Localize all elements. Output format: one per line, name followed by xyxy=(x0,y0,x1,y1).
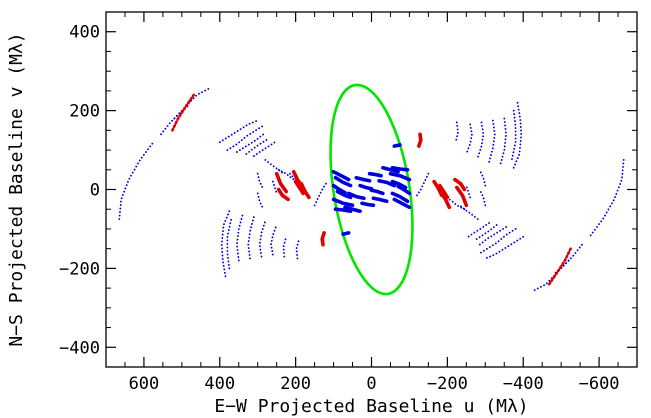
solid-track-1-23 xyxy=(341,231,351,236)
solid-track-1-20 xyxy=(377,179,397,188)
y-tick-label: −400 xyxy=(59,338,100,358)
y-tick-label: 200 xyxy=(69,102,100,122)
solid-track-3-10 xyxy=(320,231,326,247)
x-tick-label: 600 xyxy=(129,374,160,394)
x-tick-label: −400 xyxy=(503,374,544,394)
solid-track-1-7 xyxy=(354,175,372,183)
solid-track-1-6 xyxy=(333,207,353,213)
dotted-track-2-0 xyxy=(171,91,197,132)
x-tick-label: −200 xyxy=(427,374,468,394)
dotted-track-0-39 xyxy=(454,121,459,144)
dotted-track-0-8 xyxy=(264,158,286,176)
solid-track-1-12 xyxy=(390,191,410,204)
dotted-track-0-14 xyxy=(247,216,255,260)
dotted-track-0-26 xyxy=(484,235,525,260)
solid-track-1-4 xyxy=(331,197,355,208)
solid-track-1-10 xyxy=(360,201,376,208)
dotted-track-0-35 xyxy=(499,117,508,165)
dotted-track-0-28 xyxy=(478,226,508,246)
dotted-track-0-42 xyxy=(465,184,472,199)
dotted-track-0-12 xyxy=(226,218,233,270)
solid-track-3-9 xyxy=(432,179,444,198)
solid-track-1-19 xyxy=(369,188,385,196)
dotted-track-0-37 xyxy=(476,121,485,159)
dotted-track-0-5 xyxy=(235,133,265,153)
dotted-track-0-36 xyxy=(488,119,496,163)
solid-track-1-18 xyxy=(371,196,389,204)
dotted-track-0-18 xyxy=(295,239,300,260)
dotted-track-0-17 xyxy=(282,235,288,258)
dotted-track-0-21 xyxy=(271,180,278,195)
solid-track-3-11 xyxy=(417,132,423,148)
dotted-track-0-38 xyxy=(465,123,473,155)
solid-track-1-5 xyxy=(343,205,362,213)
y-tick-label: −200 xyxy=(59,259,100,279)
solid-track-3-6 xyxy=(453,177,467,192)
dotted-track-0-32 xyxy=(444,196,466,211)
dotted-track-0-9 xyxy=(277,168,299,183)
solid-track-3-1 xyxy=(276,187,290,202)
dotted-track-0-43 xyxy=(416,172,430,197)
dotted-track-0-31 xyxy=(457,203,479,221)
solid-track-1-16 xyxy=(381,166,400,174)
solid-track-3-3 xyxy=(293,179,306,196)
dotted-track-0-3 xyxy=(218,119,259,144)
solid-track-1-22 xyxy=(392,143,402,148)
solid-track-3-0 xyxy=(274,171,289,194)
dotted-track-0-27 xyxy=(478,227,517,255)
x-tick-label: 200 xyxy=(280,374,311,394)
dotted-track-0-33 xyxy=(512,101,523,169)
x-tick-label: 400 xyxy=(204,374,235,394)
dotted-track-0-40 xyxy=(478,168,487,187)
x-axis-title: E−W Projected Baseline u (Mλ) xyxy=(214,396,528,417)
dotted-track-0-41 xyxy=(478,188,487,207)
solid-track-3-5 xyxy=(454,185,469,208)
y-tick-label: 0 xyxy=(90,181,100,201)
dotted-track-0-15 xyxy=(258,220,267,258)
x-tick-label: 0 xyxy=(366,374,376,394)
dotted-track-0-6 xyxy=(245,137,271,155)
dotted-track-0-20 xyxy=(256,172,265,191)
green-ellipse xyxy=(329,83,414,296)
uv-tracks xyxy=(118,83,625,296)
solid-track-1-1 xyxy=(333,175,353,188)
dotted-track-0-13 xyxy=(235,214,244,262)
solid-track-3-8 xyxy=(437,183,450,200)
x-tick-label: −600 xyxy=(579,374,620,394)
dotted-track-0-34 xyxy=(510,109,517,161)
y-tick-label: 400 xyxy=(69,23,100,43)
solid-track-1-0 xyxy=(331,170,351,182)
dotted-track-0-22 xyxy=(313,182,327,207)
dotted-track-0-29 xyxy=(472,224,498,242)
dotted-track-0-25 xyxy=(533,259,570,292)
solid-track-1-14 xyxy=(390,179,408,190)
solid-track-1-13 xyxy=(396,184,412,196)
solid-track-1-11 xyxy=(392,197,412,210)
axis-ticks xyxy=(105,11,638,368)
dotted-track-0-2 xyxy=(173,88,210,120)
solid-track-1-15 xyxy=(388,171,412,182)
solid-track-1-9 xyxy=(346,191,366,200)
dotted-track-0-11 xyxy=(220,210,231,278)
solid-track-1-2 xyxy=(331,183,347,195)
tick-labels: 600 400 200 0 −200 −400 −600 400 200 0 −200 −400 xyxy=(59,23,620,394)
solid-track-1-3 xyxy=(335,189,353,200)
y-axis-title: N−S Projected Baseline v (Mλ) xyxy=(6,32,27,346)
dotted-track-0-7 xyxy=(252,141,276,157)
dotted-track-0-23 xyxy=(588,158,625,238)
dotted-track-0-30 xyxy=(467,222,491,238)
dotted-track-0-16 xyxy=(270,224,278,256)
dotted-track-0-4 xyxy=(226,124,265,152)
dotted-track-0-19 xyxy=(256,192,265,211)
solid-track-3-4 xyxy=(299,181,311,200)
dotted-track-0-0 xyxy=(118,141,155,221)
solid-track-1-21 xyxy=(367,171,383,178)
solid-track-1-17 xyxy=(390,166,410,172)
dotted-track-2-1 xyxy=(546,247,572,288)
solid-track-1-8 xyxy=(358,183,374,191)
